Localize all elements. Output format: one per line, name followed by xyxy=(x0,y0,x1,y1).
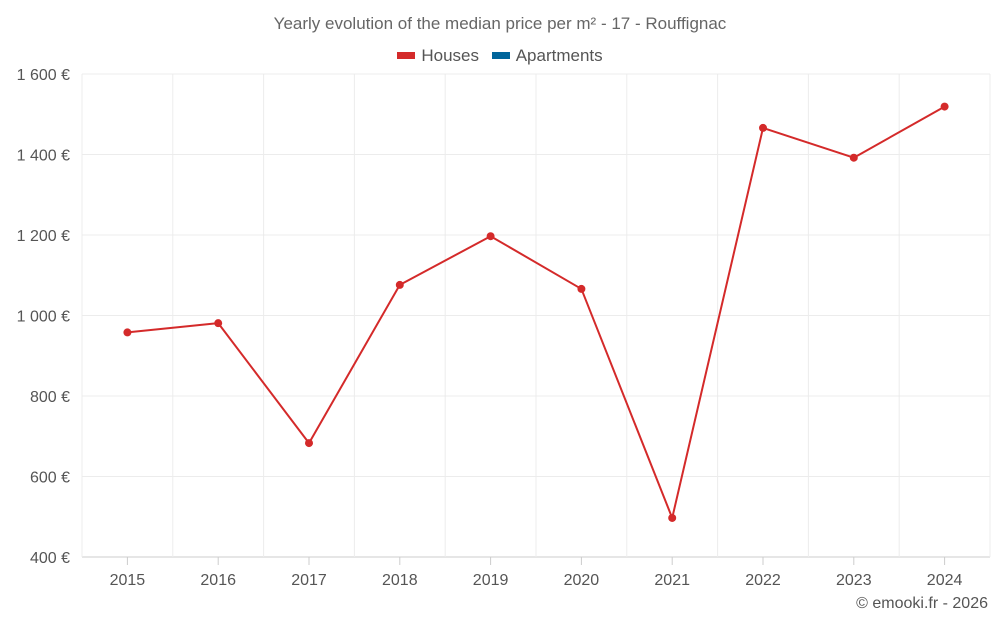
x-tick-label: 2019 xyxy=(473,572,509,589)
x-tick-label: 2021 xyxy=(654,572,690,589)
grid xyxy=(81,73,991,558)
x-tick-label: 2018 xyxy=(382,572,418,589)
series-line-houses xyxy=(127,105,946,519)
y-tick-label: 600 € xyxy=(30,470,70,487)
x-tick-label: 2022 xyxy=(745,572,781,589)
legend: Houses Apartments xyxy=(0,44,1000,66)
x-tick-label: 2023 xyxy=(836,572,872,589)
legend-swatch-apartments xyxy=(491,52,510,59)
x-tick-label: 2020 xyxy=(564,572,600,589)
legend-item-apartments[interactable]: Apartments xyxy=(491,45,603,66)
axes: 400 € 600 € 800 € 1 000 € 1 200 € 1 400 € 1 60… xyxy=(17,67,963,589)
data-point xyxy=(849,153,858,162)
legend-item-houses[interactable]: Houses xyxy=(397,46,479,66)
data-point xyxy=(486,232,495,241)
data-point xyxy=(577,284,586,293)
y-tick-label: 1 600 € xyxy=(17,67,70,84)
series-houses xyxy=(123,102,949,522)
x-tick-label: 2016 xyxy=(200,572,236,589)
y-tick-label: 400 € xyxy=(30,550,70,567)
legend-label-apartments: Apartments xyxy=(515,45,603,65)
data-point xyxy=(123,328,132,337)
data-point xyxy=(668,513,677,522)
y-tick-label: 800 € xyxy=(30,389,70,406)
legend-label-houses: Houses xyxy=(421,45,479,65)
legend-swatch-houses xyxy=(397,52,416,59)
chart-title: Yearly evolution of the median price per… xyxy=(273,14,727,33)
y-tick-label: 1 200 € xyxy=(17,228,70,245)
y-tick-label: 1 400 € xyxy=(17,148,70,165)
x-tick-label: 2017 xyxy=(291,572,327,589)
data-point xyxy=(395,280,404,289)
y-tick-label: 1 000 € xyxy=(17,309,70,326)
credit-text: © emooki.fr - 2026 xyxy=(856,595,988,612)
data-point xyxy=(940,102,949,111)
data-point xyxy=(305,439,313,448)
x-tick-label: 2015 xyxy=(110,572,146,589)
data-point xyxy=(759,123,767,132)
x-tick-label: 2024 xyxy=(927,572,963,589)
data-point xyxy=(214,319,223,328)
